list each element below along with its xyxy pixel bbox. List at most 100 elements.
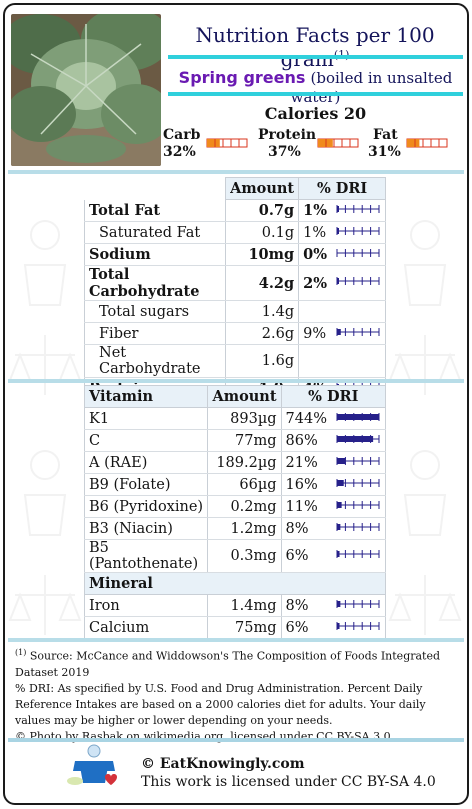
row-dri: 8% [280, 517, 331, 540]
dri-header: % DRI [298, 177, 386, 200]
dri-fill [337, 328, 341, 335]
table-row: Iron 1.4mg 8% [83, 594, 386, 617]
dri-bar [336, 327, 380, 336]
row-dri: 6% [280, 616, 331, 639]
row-dri: 2% [298, 265, 331, 301]
dri-fill [337, 551, 340, 557]
eatknowingly-logo-icon [67, 744, 117, 785]
row-dri: 86% [280, 429, 331, 452]
calories-label: Calories 20 [264, 104, 367, 123]
macro-protein: Protein 37% [258, 127, 359, 161]
row-amount: 1.4mg [207, 594, 282, 617]
row-amount: 1.2mg [207, 517, 282, 540]
row-dri-bar [331, 495, 386, 518]
dri-bar [336, 277, 380, 285]
vitamins-table: Vitamin Amount % DRI K1 893µg 744% C 77mg 86%… [83, 385, 387, 639]
row-dri: 11% [280, 495, 331, 518]
row-dri: 16% [280, 473, 331, 496]
row-dri: 744% [280, 407, 331, 430]
row-amount: 66µg [207, 473, 282, 496]
dri-fill [337, 479, 344, 486]
macro-percent: 37% [268, 144, 301, 160]
food-preparation: (boiled in unsalted water) [290, 69, 453, 106]
dri-fill [337, 457, 346, 464]
row-dri-bar [331, 594, 386, 617]
table-row: Total sugars 1.4g [83, 300, 386, 323]
section-divider [8, 638, 464, 642]
row-amount: 75mg [207, 616, 282, 639]
row-name: C [83, 429, 208, 452]
table-row: B3 (Niacin) 1.2mg 8% [83, 517, 386, 540]
row-dri-bar [331, 451, 386, 474]
food-heading: Spring greens (boiled in unsalted water) [168, 68, 463, 106]
nutrition-card: Nutrition Facts per 100 gram(1) Spring g… [3, 3, 469, 805]
row-name: B5 (Pantothenate) [83, 539, 208, 573]
section-divider [8, 170, 464, 174]
credits: © EatKnowingly.com This work is licensed… [141, 755, 436, 791]
macro-bar [317, 138, 359, 148]
macro-fill [318, 139, 333, 147]
dri-bar [336, 599, 380, 608]
row-amount: 0.7g [225, 199, 299, 222]
row-name: Net Carbohydrate [83, 344, 226, 378]
dri-fill [337, 600, 341, 607]
row-name: B3 (Niacin) [83, 517, 208, 540]
row-dri-bar [331, 265, 386, 301]
dri-fill [337, 501, 342, 508]
row-amount: 1.4g [225, 300, 299, 323]
row-dri: 1% [298, 221, 331, 244]
dri-bar [336, 522, 380, 531]
row-dri-bar [331, 539, 386, 573]
row-name: A (RAE) [83, 451, 208, 474]
row-amount: 893µg [207, 407, 282, 430]
macro-fill [407, 139, 420, 147]
row-amount: 189.2µg [207, 451, 282, 474]
dri-fill [337, 413, 379, 420]
dri-bar [336, 550, 380, 558]
food-photo [11, 14, 161, 166]
row-dri [298, 344, 331, 378]
row-name: Sodium [83, 243, 226, 266]
row-name: Iron [83, 594, 208, 617]
dri-bar [336, 248, 380, 257]
dri-footnote: % DRI: As specified by U.S. Food and Dru… [15, 681, 426, 727]
dri-bar [336, 434, 380, 443]
mineral-header: Mineral [84, 572, 386, 595]
source-text: Source: McCance and Widdowson's The Comp… [15, 649, 441, 679]
row-name: Total sugars [83, 300, 226, 323]
footnotes: (1) Source: McCance and Widdowson's The … [15, 645, 459, 745]
row-dri-bar [331, 407, 386, 430]
row-amount: 0.2mg [207, 495, 282, 518]
row-dri-bar [331, 429, 386, 452]
row-dri-bar [331, 199, 386, 222]
table-row: B6 (Pyridoxine) 0.2mg 11% [83, 495, 386, 518]
row-amount: 0.3mg [207, 539, 282, 573]
dri-bar [336, 456, 380, 465]
food-name: Spring greens [178, 68, 306, 87]
row-dri: 9% [298, 322, 331, 345]
table-row: C 77mg 86% [83, 429, 386, 452]
table-row: Total Carbohydrate 4.2g 2% [83, 265, 386, 301]
row-dri-bar [331, 221, 386, 244]
dri-fill [337, 205, 339, 212]
row-dri: 0% [298, 243, 331, 266]
section-divider [8, 738, 464, 742]
table-row: Total Fat 0.7g 1% [83, 199, 386, 222]
dri-bar [336, 204, 380, 213]
dri-fill [337, 227, 339, 234]
table-row: Calcium 75mg 6% [83, 616, 386, 639]
table-row: B9 (Folate) 66µg 16% [83, 473, 386, 496]
table-row: A (RAE) 189.2µg 21% [83, 451, 386, 474]
dri-bar [336, 478, 380, 487]
macro-fill [207, 139, 220, 147]
row-amount: 4.2g [225, 265, 299, 301]
dri-fill [337, 435, 374, 442]
macro-carb: Carb 32% [163, 127, 263, 161]
row-dri-bar [331, 300, 386, 323]
macro-fat: Fat 31% [368, 127, 467, 161]
license-credit: This work is licensed under CC BY-SA 4.0 [141, 774, 436, 790]
macro-percent: 31% [368, 144, 401, 160]
table-row: B5 (Pantothenate) 0.3mg 6% [83, 539, 386, 573]
row-dri-bar [331, 517, 386, 540]
dri-bar [336, 500, 380, 509]
